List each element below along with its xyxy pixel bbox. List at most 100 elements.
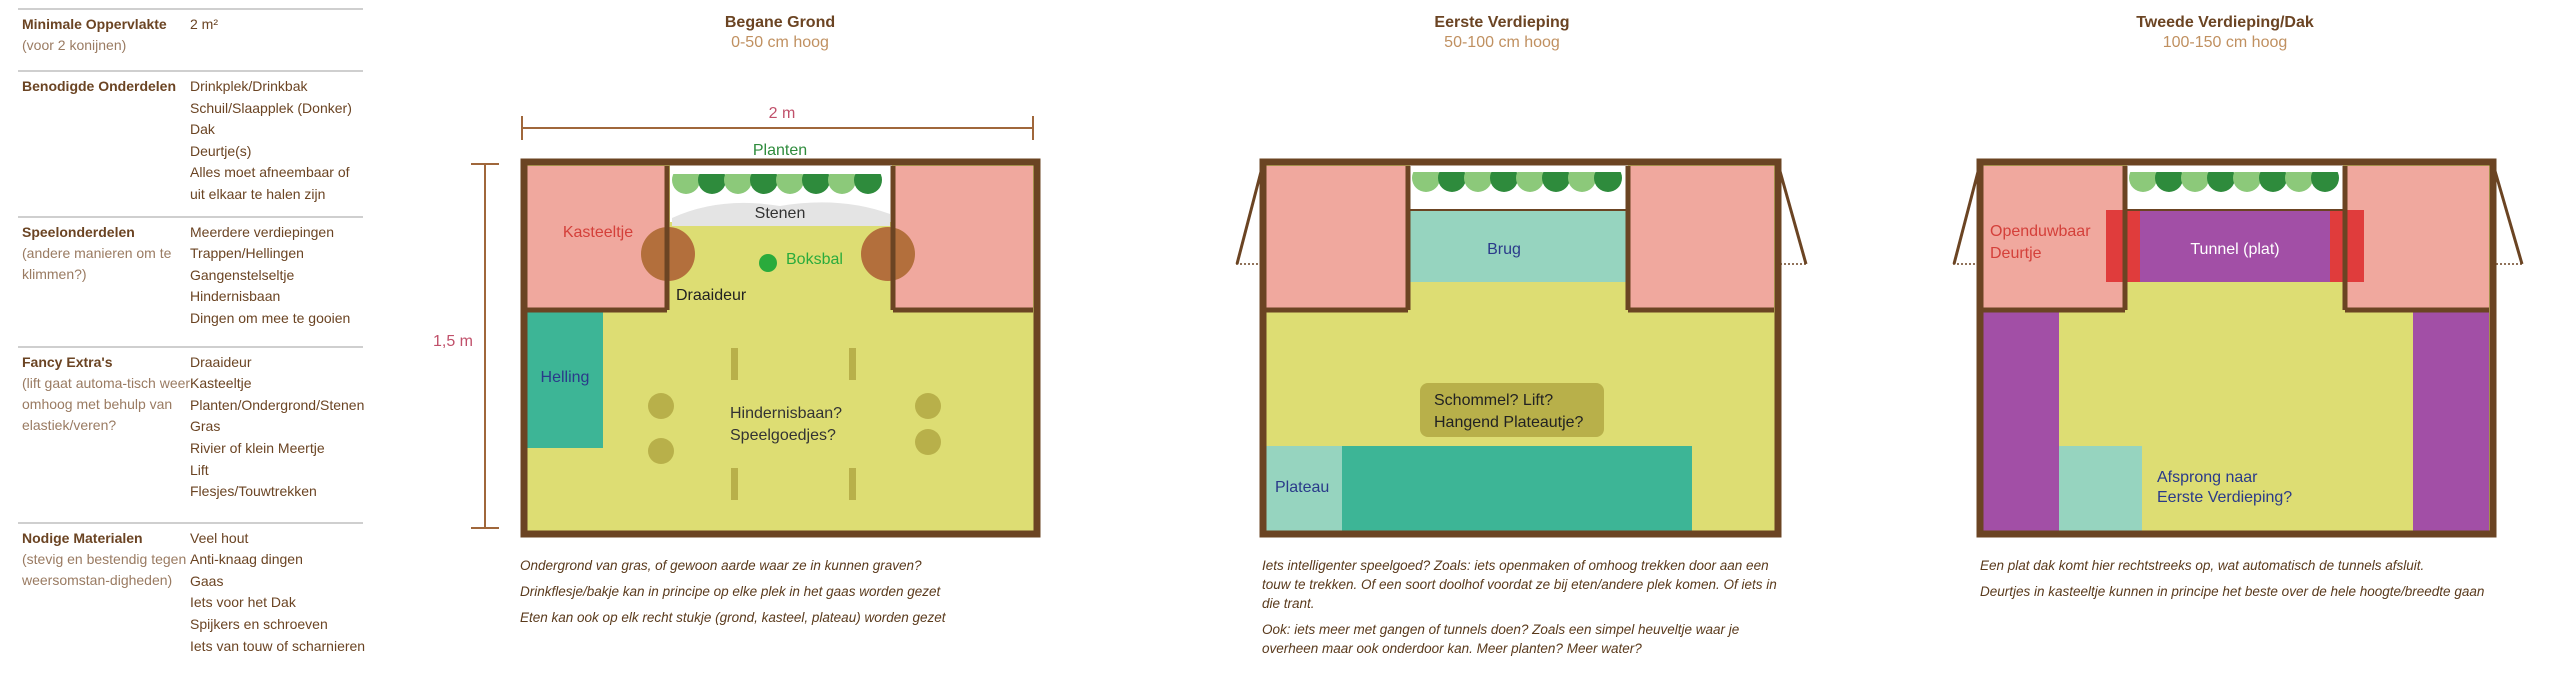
spec-values: 2 m² <box>190 14 363 36</box>
spec-item: Veel hout <box>190 529 249 546</box>
spec-item: Iets voor het Dak <box>190 594 296 611</box>
spec-title: Nodige Materialen <box>22 529 143 546</box>
jump-off <box>2059 446 2142 532</box>
jump-label-2: Eerste Verdieping? <box>2157 489 2292 506</box>
swing-platform <box>1420 383 1604 437</box>
spec-item: Meerdere verdiepingen <box>190 223 334 240</box>
spec-item: Kasteeltje <box>190 375 252 392</box>
spec-row: Benodigde Onderdelen Drinkplek/Drinkbak Sc… <box>18 70 363 216</box>
spec-item: Schuil/Slaapplek (Donker) <box>190 99 352 116</box>
door-right <box>861 227 915 281</box>
spec-subtitle: (lift gaat automa-tisch weer omhoog met … <box>22 374 191 433</box>
spec-title: Fancy Extra's <box>22 353 113 370</box>
spec-item: Iets van touw of scharnieren <box>190 637 366 654</box>
swing-label-1: Schommel? Lift? <box>1434 392 1553 409</box>
panel-title: Eerste Verdieping <box>1434 14 1570 31</box>
second-notes: Een plat dak komt hier rechtstreeks op, … <box>1980 556 2540 608</box>
swing-label-2: Hangend Plateautje? <box>1434 414 1584 431</box>
spec-item: Dingen om mee te gooien <box>190 309 351 326</box>
spec-row: Nodige Materialen (stevig en bestendig te… <box>18 521 366 668</box>
spec-item: Trappen/Hellingen <box>190 245 304 262</box>
obstacle-label-2: Speelgoedjes? <box>730 427 836 444</box>
spec-values: Draaideur Kasteeltje Planten/Ondergrond/St… <box>190 352 365 503</box>
spec-title: Speelonderdelen <box>22 223 135 240</box>
ramp <box>527 310 603 448</box>
spec-item: Alles moet afneembaar of <box>190 164 350 181</box>
plateau-label: Plateau <box>1275 479 1329 496</box>
note: Ondergrond van gras, of gewoon aarde waa… <box>520 558 922 573</box>
jump-label-1: Afsprong naar <box>2157 469 2258 486</box>
tunnel-left-down <box>1983 310 2059 532</box>
spec-item: Spijkers en schroeven <box>190 615 328 632</box>
door-label: Draaideur <box>676 287 747 304</box>
bridge <box>1410 210 1628 282</box>
spec-item: Dak <box>190 121 215 138</box>
spec-item: Lift <box>190 461 209 478</box>
spec-row: Minimale Oppervlakte (voor 2 konijnen) 2 m… <box>18 8 363 70</box>
spec-item: Deurtje(s) <box>190 142 252 159</box>
plants-label: Planten <box>753 142 807 159</box>
spec-item: Drinkplek/Drinkbak <box>190 78 308 94</box>
spec-item: 2 m² <box>190 16 218 32</box>
note: Ook: iets meer met gangen of tunnels doe… <box>1262 622 1740 656</box>
first-floor-plan: Brug Schommel? Lift? Hangend Plateautje?… <box>1235 158 1808 538</box>
castle-label: Kasteeltje <box>563 224 633 241</box>
spec-item: Hindernisbaan <box>190 288 281 305</box>
note: Een plat dak komt hier rechtstreeks op, … <box>1980 558 2425 573</box>
castle-left <box>527 166 667 308</box>
panel-title: Tweede Verdieping/Dak <box>2136 14 2314 31</box>
second-floor-plan: Tunnel (plat) Openduwbaar Deurtje Afspro… <box>1952 158 2524 538</box>
spec-item: Gangenstelseltje <box>190 266 295 283</box>
spec-item: Draaideur <box>190 353 252 370</box>
spec-subtitle: (stevig en bestendig tegen weersomstan-d… <box>22 550 187 588</box>
spec-heading: Nodige Materialen (stevig en bestendig te… <box>22 528 192 591</box>
spec-heading: Benodigde Onderdelen <box>22 76 192 97</box>
spec-item: Rivier of klein Meertje <box>190 439 325 456</box>
panel-height: 50-100 cm hoog <box>1444 34 1560 51</box>
tunnel-label: Tunnel (plat) <box>2190 241 2279 258</box>
spec-subtitle: (voor 2 konijnen) <box>22 37 127 53</box>
spec-table: Minimale Oppervlakte (voor 2 konijnen) 2 m… <box>18 8 366 668</box>
spec-item: uit elkaar te halen zijn <box>190 185 326 202</box>
bridge-label: Brug <box>1487 241 1521 258</box>
spec-heading: Fancy Extra's (lift gaat automa-tisch wee… <box>22 352 192 436</box>
width-label: 2 m <box>769 105 796 122</box>
note: Drinkflesje/bakje kan in principe op elk… <box>520 584 941 599</box>
note: Eten kan ook op elk recht stukje (grond,… <box>520 610 946 625</box>
obstacle-label-1: Hindernisbaan? <box>730 405 842 422</box>
ground-notes: Ondergrond van gras, of gewoon aarde waa… <box>520 556 1000 634</box>
plateau <box>1266 446 1342 532</box>
punching-ball <box>759 254 777 272</box>
tunnel-right-down <box>2413 310 2489 532</box>
obstacle-course <box>648 348 941 500</box>
spec-heading: Minimale Oppervlakte (voor 2 konijnen) <box>22 14 192 56</box>
panel-height: 0-50 cm hoog <box>731 34 829 51</box>
panel-title: Begane Grond <box>724 14 836 31</box>
spec-row: Speelonderdelen (andere manieren om te kl… <box>18 215 363 346</box>
spec-item: Flesjes/Touwtrekken <box>190 483 317 500</box>
ramp-label: Helling <box>541 369 590 386</box>
door-label-1: Openduwbaar <box>1990 223 2091 240</box>
spec-item: Gaas <box>190 572 224 589</box>
spec-title: Minimale Oppervlakte <box>22 16 167 32</box>
spec-item: Anti-knaag dingen <box>190 551 303 568</box>
ground-floor-plan: 2 m 1,5 m Planten Stenen Kasteeltje Boks… <box>433 105 1041 538</box>
panel-heading-ground: Begane Grond 0-50 cm hoog <box>600 13 960 53</box>
note: Deurtjes in kasteeltje kunnen in princip… <box>1980 584 2485 599</box>
spec-values: Veel hout Anti-knaag dingen Gaas Iets voor … <box>190 528 366 658</box>
height-label: 1,5 m <box>433 333 473 350</box>
spec-subtitle: (andere manieren om te klimmen?) <box>22 244 172 282</box>
castle-right <box>893 166 1033 308</box>
panel-height: 100-150 cm hoog <box>2162 34 2288 51</box>
spec-item: Planten/Ondergrond/Stenen <box>190 396 365 413</box>
spec-values: Meerdere verdiepingen Trappen/Hellingen Ga… <box>190 222 363 330</box>
plants <box>2127 162 2343 210</box>
spec-item: Gras <box>190 418 221 435</box>
panel-heading-first: Eerste Verdieping 50-100 cm hoog <box>1322 13 1682 53</box>
ball-label: Boksbal <box>786 251 843 268</box>
spec-title: Benodigde Onderdelen <box>22 78 177 94</box>
plateau-tunnel <box>1342 446 1692 532</box>
panel-heading-second: Tweede Verdieping/Dak 100-150 cm hoog <box>2045 13 2405 53</box>
door-label-2: Deurtje <box>1990 245 2042 262</box>
